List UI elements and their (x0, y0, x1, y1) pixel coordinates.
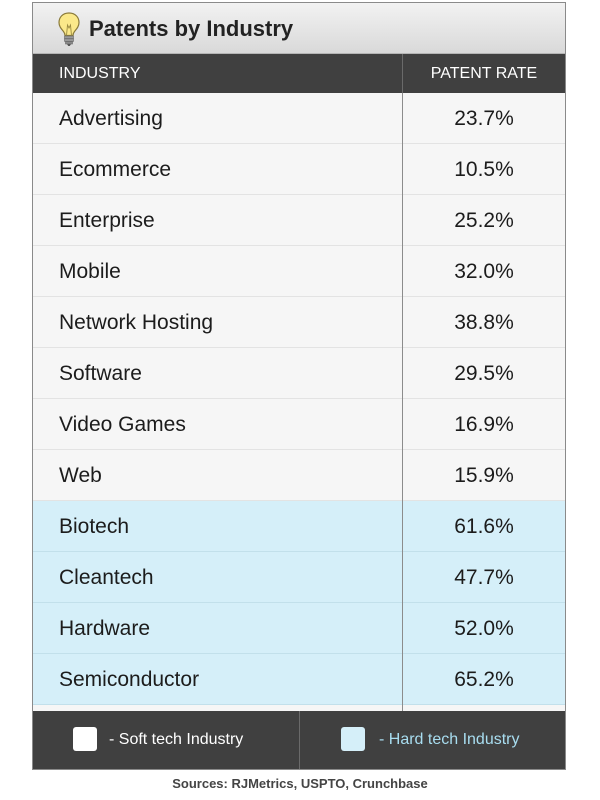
industry-cell: Biotech (59, 515, 130, 538)
soft-tech-swatch (73, 727, 97, 751)
patent-rate-cell: 65.2% (454, 668, 514, 691)
column-divider (402, 93, 403, 711)
soft-tech-label: - Soft tech Industry (109, 731, 244, 748)
page-title: Patents by Industry (89, 16, 294, 41)
table-row: Biotech 61.6% (33, 501, 565, 552)
table-row: Video Games 16.9% (33, 399, 565, 450)
industry-cell: Software (59, 362, 142, 385)
industry-cell: Advertising (59, 107, 163, 130)
industry-cell: Enterprise (59, 209, 155, 232)
legend: - Soft tech Industry - Hard tech Industr… (33, 711, 565, 769)
table-row: Mobile 32.0% (33, 246, 565, 297)
legend-divider (299, 711, 300, 769)
table-row: Hardware 52.0% (33, 603, 565, 654)
table-row: Cleantech 47.7% (33, 552, 565, 603)
patent-rate-cell: 15.9% (454, 464, 514, 487)
industry-cell: Network Hosting (59, 311, 214, 334)
header-divider (402, 54, 403, 93)
source-note: Sources: RJMetrics, USPTO, Crunchbase (172, 776, 428, 791)
industry-cell: Semiconductor (59, 668, 200, 691)
industry-cell: Web (59, 464, 102, 487)
patent-rate-cell: 23.7% (454, 107, 514, 130)
table-row: Ecommerce 10.5% (33, 144, 565, 195)
column-header-industry: INDUSTRY (59, 65, 141, 82)
hard-tech-swatch (341, 727, 365, 751)
patent-rate-cell: 29.5% (454, 362, 514, 385)
table-row: Software 29.5% (33, 348, 565, 399)
patent-rate-cell: 16.9% (454, 413, 514, 436)
lightbulb-icon (58, 12, 80, 46)
table-body: Advertising 23.7% Ecommerce 10.5% Enterpri… (33, 93, 565, 711)
table-row: Advertising 23.7% (33, 93, 565, 144)
patent-rate-cell: 52.0% (454, 617, 514, 640)
industry-cell: Cleantech (59, 566, 154, 589)
column-header-patent-rate: PATENT RATE (430, 65, 538, 82)
patent-rate-cell: 47.7% (454, 566, 514, 589)
title-bar: Patents by Industry (33, 3, 565, 54)
industry-cell: Ecommerce (59, 158, 172, 181)
patent-rate-cell: 38.8% (454, 311, 514, 334)
industry-cell: Mobile (59, 260, 121, 283)
hard-tech-label: - Hard tech Industry (379, 731, 520, 748)
patent-rate-cell: 61.6% (454, 515, 514, 538)
patent-rate-cell: 25.2% (454, 209, 514, 232)
patent-rate-cell: 10.5% (454, 158, 514, 181)
industry-cell: Hardware (59, 617, 151, 640)
patent-rate-cell: 32.0% (454, 260, 514, 283)
table-row: Semiconductor 65.2% (33, 654, 565, 705)
table-row: Enterprise 25.2% (33, 195, 565, 246)
table-header: INDUSTRY PATENT RATE (33, 54, 565, 93)
industry-cell: Video Games (59, 413, 186, 436)
patents-table-card: Patents by Industry INDUSTRY PATENT RATE… (32, 2, 566, 770)
table-row: Network Hosting 38.8% (33, 297, 565, 348)
table-row: Web 15.9% (33, 450, 565, 501)
